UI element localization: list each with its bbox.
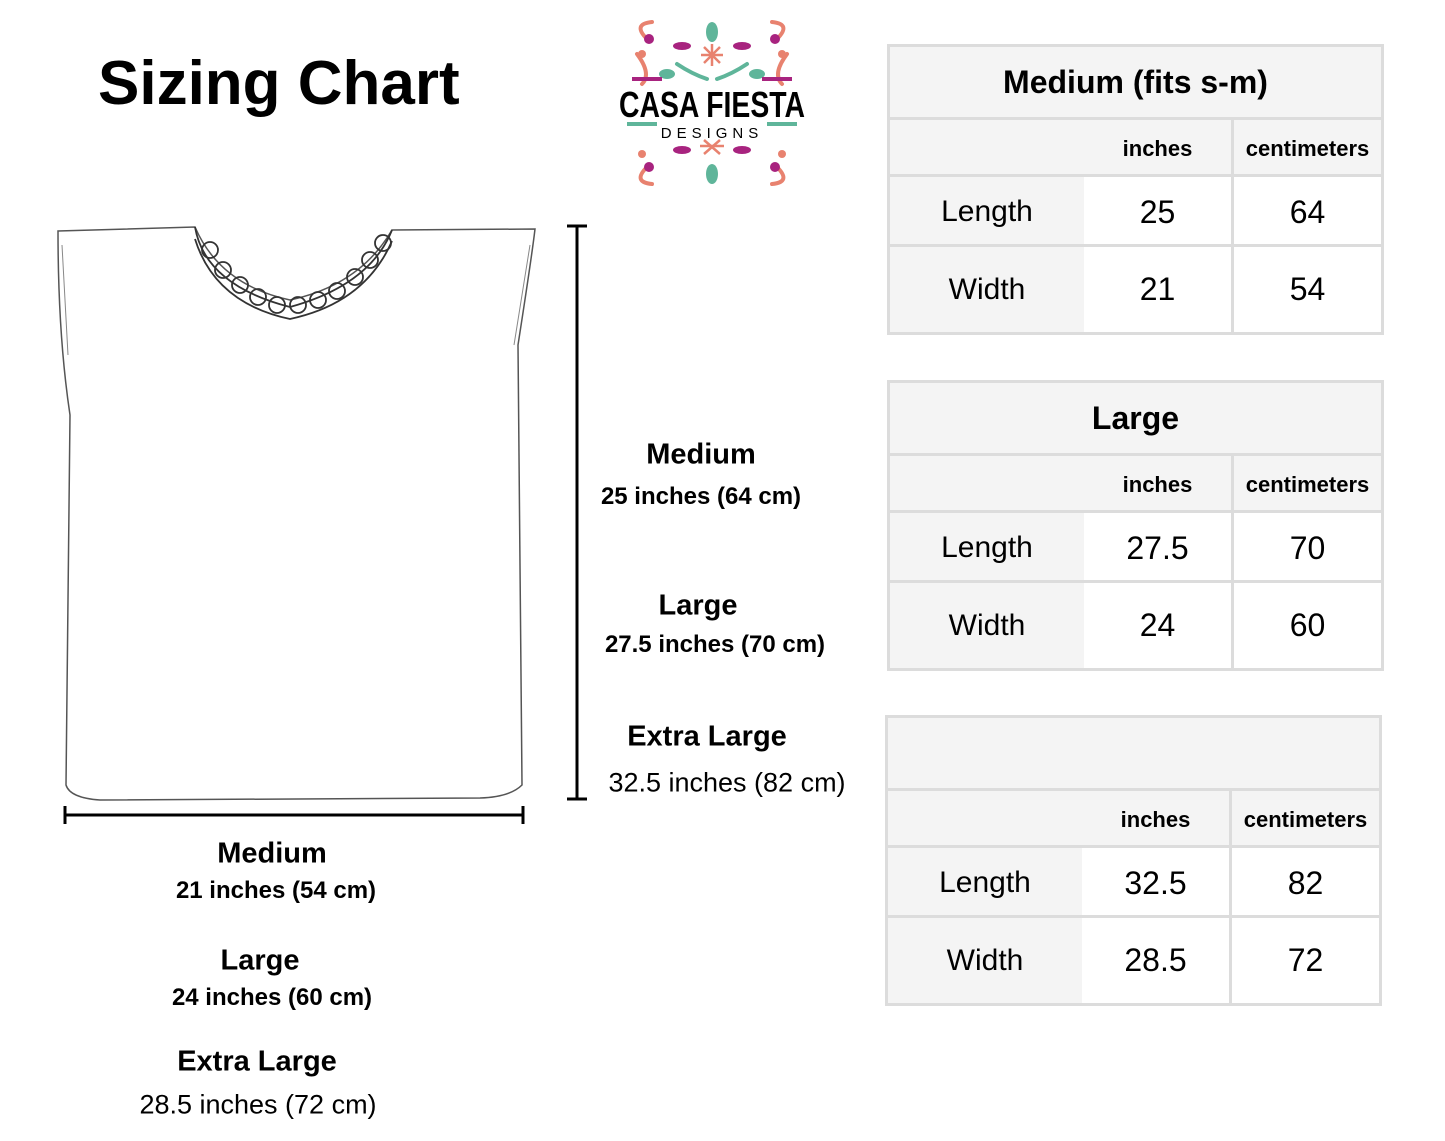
width-measure-large: 24 inches (60 cm): [171, 984, 373, 1011]
table-row: Width 24 60: [890, 580, 1381, 668]
table-row: Length 27.5 70: [890, 510, 1381, 583]
value-cm: 70: [1231, 513, 1381, 583]
brand-tagline: DESIGNS: [661, 125, 764, 142]
value-cm: 64: [1231, 177, 1381, 247]
col-inches: inches: [1084, 456, 1231, 513]
value-inches: 25: [1084, 177, 1231, 247]
width-measure-medium: 21 inches (54 cm): [175, 877, 377, 904]
table-title: [888, 718, 1379, 788]
length-measure-large: 27.5 inches (70 cm): [604, 631, 826, 658]
width-size-xl: Extra Large: [177, 1045, 337, 1078]
row-label: Length: [890, 513, 1084, 583]
value-inches: 24: [1084, 583, 1231, 668]
value-inches: 28.5: [1082, 918, 1229, 1003]
length-measure-medium: 25 inches (64 cm): [600, 483, 802, 510]
row-label: Width: [890, 583, 1084, 668]
length-size-xl: Extra Large: [627, 720, 787, 753]
col-inches: inches: [1082, 791, 1229, 848]
value-cm: 72: [1229, 918, 1379, 1003]
table-row: Length 25 64: [890, 174, 1381, 247]
col-cm: centimeters: [1231, 120, 1381, 177]
length-ruler: [567, 224, 587, 801]
table-row: Width 21 54: [890, 244, 1381, 332]
length-size-medium: Medium: [646, 438, 756, 471]
size-table-large: Large inches centimeters Length 27.5 70 Wid…: [887, 380, 1384, 671]
row-label: Length: [888, 848, 1082, 918]
value-cm: 60: [1231, 583, 1381, 668]
size-table-xl: inches centimeters Length 32.5 82 Width 28.5…: [885, 715, 1382, 1006]
row-label: Length: [890, 177, 1084, 247]
value-inches: 27.5: [1084, 513, 1231, 583]
length-size-large: Large: [658, 589, 738, 622]
row-label: Width: [888, 918, 1082, 1003]
row-label: Width: [890, 247, 1084, 332]
value-inches: 21: [1084, 247, 1231, 332]
width-ruler: [63, 806, 525, 824]
table-title: Medium (fits s-m): [1003, 63, 1268, 100]
value-inches: 32.5: [1082, 848, 1229, 918]
shirt-illustration: [57, 226, 536, 801]
length-measure-xl: 32.5 inches (82 cm): [608, 767, 846, 798]
brand-logo: CASA FIESTA DESIGNS: [612, 14, 812, 192]
table-row: Length 32.5 82: [888, 845, 1379, 918]
width-measure-xl: 28.5 inches (72 cm): [139, 1089, 377, 1120]
brand-name: CASA FIESTA: [619, 84, 805, 125]
width-size-medium: Medium: [217, 837, 327, 870]
page-title: Sizing Chart: [98, 49, 460, 118]
value-cm: 54: [1231, 247, 1381, 332]
neckline-embroidery: [194, 226, 393, 320]
table-row: Width 28.5 72: [888, 915, 1379, 1003]
col-inches: inches: [1084, 120, 1231, 177]
col-cm: centimeters: [1229, 791, 1379, 848]
col-cm: centimeters: [1231, 456, 1381, 513]
size-table-medium: Medium (fits s-m) inches centimeters Leng…: [887, 44, 1384, 335]
logo-ornament-icon: CASA FIESTA DESIGNS: [619, 20, 805, 186]
table-title: Large: [1091, 399, 1180, 436]
value-cm: 82: [1229, 848, 1379, 918]
width-size-large: Large: [220, 944, 300, 977]
